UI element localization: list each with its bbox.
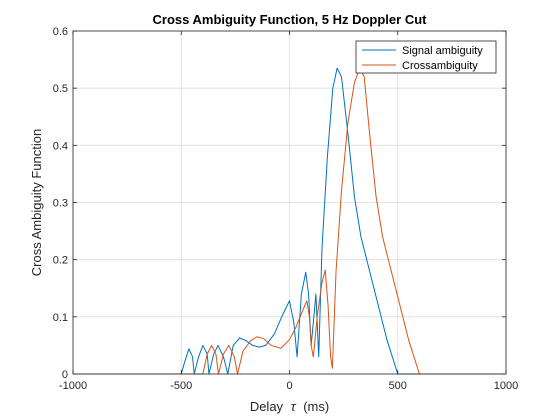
x-tick-label: -1000 [59,380,87,392]
ticks: -1000 -500 0 500 1000 0 0.1 0.2 0.3 0.4 0.5 0.6 [53,26,519,392]
y-axis-label: Cross Ambiguity Function [29,129,44,276]
series-line-crossambiguity [73,67,506,375]
legend-box [355,40,497,74]
y-tick-label: 0.6 [53,26,68,38]
y-tick-label: 0.3 [53,198,68,210]
y-tick-label: 0.2 [53,255,68,267]
y-tick-label: 0 [62,369,68,381]
series-layer [73,67,506,375]
series-line-signal-ambiguity [73,67,506,375]
x-axis-label-symbol: τ [291,399,297,414]
x-axis-label-unit: (ms) [303,399,329,414]
legend-label-signal-ambiguity: Signal ambiguity [402,45,483,57]
x-tick-label: 0 [286,380,292,392]
legend-label-crossambiguity: Crossambiguity [402,60,478,72]
x-axis-label: Delay τ (ms) [250,399,329,414]
legend: Signal ambiguity Crossambiguity [355,40,497,74]
y-tick-label: 0.4 [53,140,68,152]
y-tick-label: 0.1 [53,312,68,324]
chart-title: Cross Ambiguity Function, 5 Hz Doppler C… [153,12,428,27]
x-tick-label: 1000 [494,380,518,392]
x-tick-label: 500 [389,380,407,392]
y-tick-label: 0.5 [53,83,68,95]
x-axis-label-prefix: Delay [250,399,284,414]
x-tick-label: -500 [170,380,192,392]
